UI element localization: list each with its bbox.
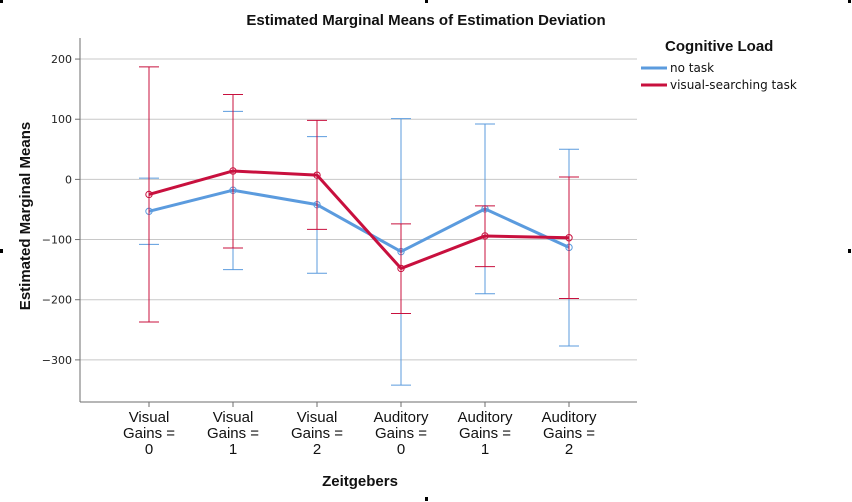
corner-mark-top-right bbox=[848, 0, 851, 3]
data-point bbox=[565, 234, 573, 242]
y-tick-label: −100 bbox=[42, 234, 72, 247]
data-point bbox=[313, 171, 321, 179]
x-tick-label: Visual Gains = 2 bbox=[291, 409, 343, 458]
legend-title: Cognitive Load bbox=[665, 38, 773, 55]
x-tick-label-line: 1 bbox=[229, 441, 237, 458]
x-tick-label: Auditory Gains = 1 bbox=[457, 409, 513, 458]
x-tick-label-line: Auditory bbox=[541, 409, 597, 426]
x-tick-label-line: Visual bbox=[213, 409, 254, 426]
x-tick-label-line: Auditory bbox=[373, 409, 429, 426]
y-tick-label: 100 bbox=[51, 113, 72, 126]
corner-mark-top-center bbox=[425, 0, 428, 3]
y-tick-label: 0 bbox=[65, 173, 72, 186]
x-tick-label: Auditory Gains = 2 bbox=[541, 409, 597, 458]
y-axis: −300 −200 −100 0 100 200 bbox=[42, 38, 81, 402]
x-tick-label-line: Gains = bbox=[207, 425, 259, 442]
y-axis-title: Estimated Marginal Means bbox=[17, 122, 34, 310]
x-tick-label-line: Gains = bbox=[543, 425, 595, 442]
x-tick-label: Auditory Gains = 0 bbox=[373, 409, 429, 458]
x-tick-label-line: Gains = bbox=[459, 425, 511, 442]
x-tick-label-line: Visual bbox=[297, 409, 338, 426]
chart-title: Estimated Marginal Means of Estimation D… bbox=[246, 12, 605, 29]
data-point bbox=[481, 232, 489, 240]
x-tick-label-line: 1 bbox=[481, 441, 489, 458]
corner-mark-top-left bbox=[0, 0, 3, 3]
x-axis-title: Zeitgebers bbox=[322, 473, 398, 490]
data-point bbox=[397, 264, 405, 273]
x-tick-label-line: 0 bbox=[397, 441, 405, 458]
x-tick-label: Visual Gains = 0 bbox=[123, 409, 175, 458]
x-tick-label: Visual Gains = 1 bbox=[207, 409, 259, 458]
y-tick-label: −300 bbox=[42, 354, 72, 367]
series-visual-searching-task bbox=[139, 66, 579, 323]
x-tick-label-line: Gains = bbox=[123, 425, 175, 442]
legend: Cognitive Load no task visual-searching … bbox=[641, 38, 797, 92]
x-tick-label-line: Visual bbox=[129, 409, 170, 426]
x-tick-label-line: Gains = bbox=[291, 425, 343, 442]
y-tick-label: −200 bbox=[42, 294, 72, 307]
x-tick-label-line: 0 bbox=[145, 441, 153, 458]
data-point bbox=[145, 190, 153, 199]
series-line bbox=[148, 188, 570, 254]
y-tick-label: 200 bbox=[51, 53, 72, 66]
x-tick-label-line: 2 bbox=[565, 441, 573, 458]
data-point bbox=[229, 167, 237, 175]
x-tick-label-line: Gains = bbox=[375, 425, 427, 442]
series-line bbox=[148, 169, 570, 270]
series-layer bbox=[139, 66, 579, 386]
x-tick-label-line: Auditory bbox=[457, 409, 513, 426]
corner-mark-left-middle bbox=[0, 249, 3, 253]
legend-label-no-task: no task bbox=[670, 61, 714, 75]
corner-mark-right-middle bbox=[848, 249, 851, 253]
corner-mark-bottom-center bbox=[425, 497, 428, 501]
grid bbox=[80, 58, 637, 361]
legend-label-visual-searching-task: visual-searching task bbox=[670, 78, 797, 92]
x-tick-label-line: 2 bbox=[313, 441, 321, 458]
